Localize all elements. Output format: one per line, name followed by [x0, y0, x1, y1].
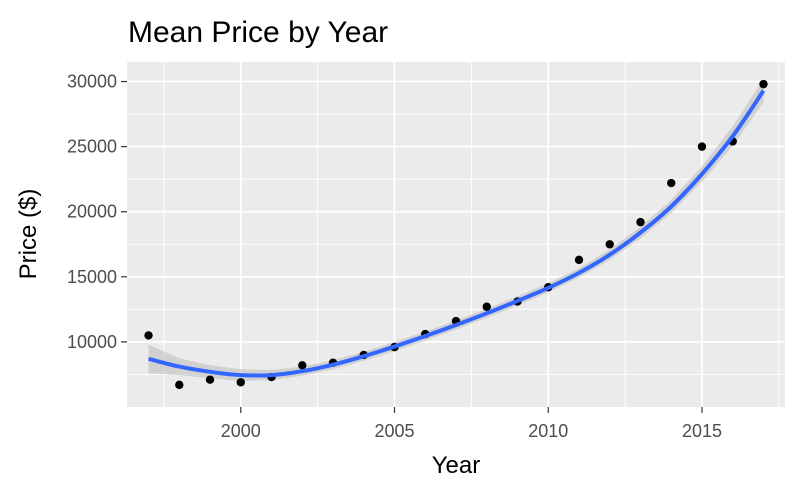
- y-tick-label: 30000: [67, 72, 117, 92]
- y-tick-label: 20000: [67, 202, 117, 222]
- data-point: [236, 378, 245, 387]
- plot-panel: [127, 62, 785, 407]
- data-point: [482, 302, 491, 311]
- y-axis-title: Price ($): [15, 189, 42, 280]
- y-tick-label: 10000: [67, 332, 117, 352]
- data-point: [636, 217, 645, 227]
- grid-minor-lines: [127, 62, 785, 407]
- data-point: [205, 375, 215, 384]
- smooth-trend-line: [148, 89, 766, 378]
- data-point: [759, 79, 768, 89]
- data-point: [667, 178, 676, 188]
- y-tick-label: 25000: [67, 137, 117, 157]
- y-axis-ticks: 10000 15000 20000 25000 30000: [67, 72, 127, 352]
- y-tick-label: 15000: [67, 267, 117, 287]
- data-point: [697, 142, 707, 151]
- x-tick-label: 2000: [221, 421, 261, 441]
- data-point: [605, 240, 614, 249]
- chart-title: Mean Price by Year: [128, 16, 388, 49]
- data-point: [298, 361, 307, 370]
- data-point: [574, 255, 584, 265]
- x-tick-label: 2015: [682, 421, 722, 441]
- data-point: [175, 380, 184, 390]
- data-point: [144, 331, 153, 340]
- x-tick-label: 2005: [374, 421, 414, 441]
- grid-major-lines: [127, 62, 785, 407]
- x-axis-title: Year: [432, 452, 481, 479]
- x-tick-label: 2010: [528, 421, 568, 441]
- x-axis-ticks: 2000 2005 2010 2015: [221, 407, 722, 441]
